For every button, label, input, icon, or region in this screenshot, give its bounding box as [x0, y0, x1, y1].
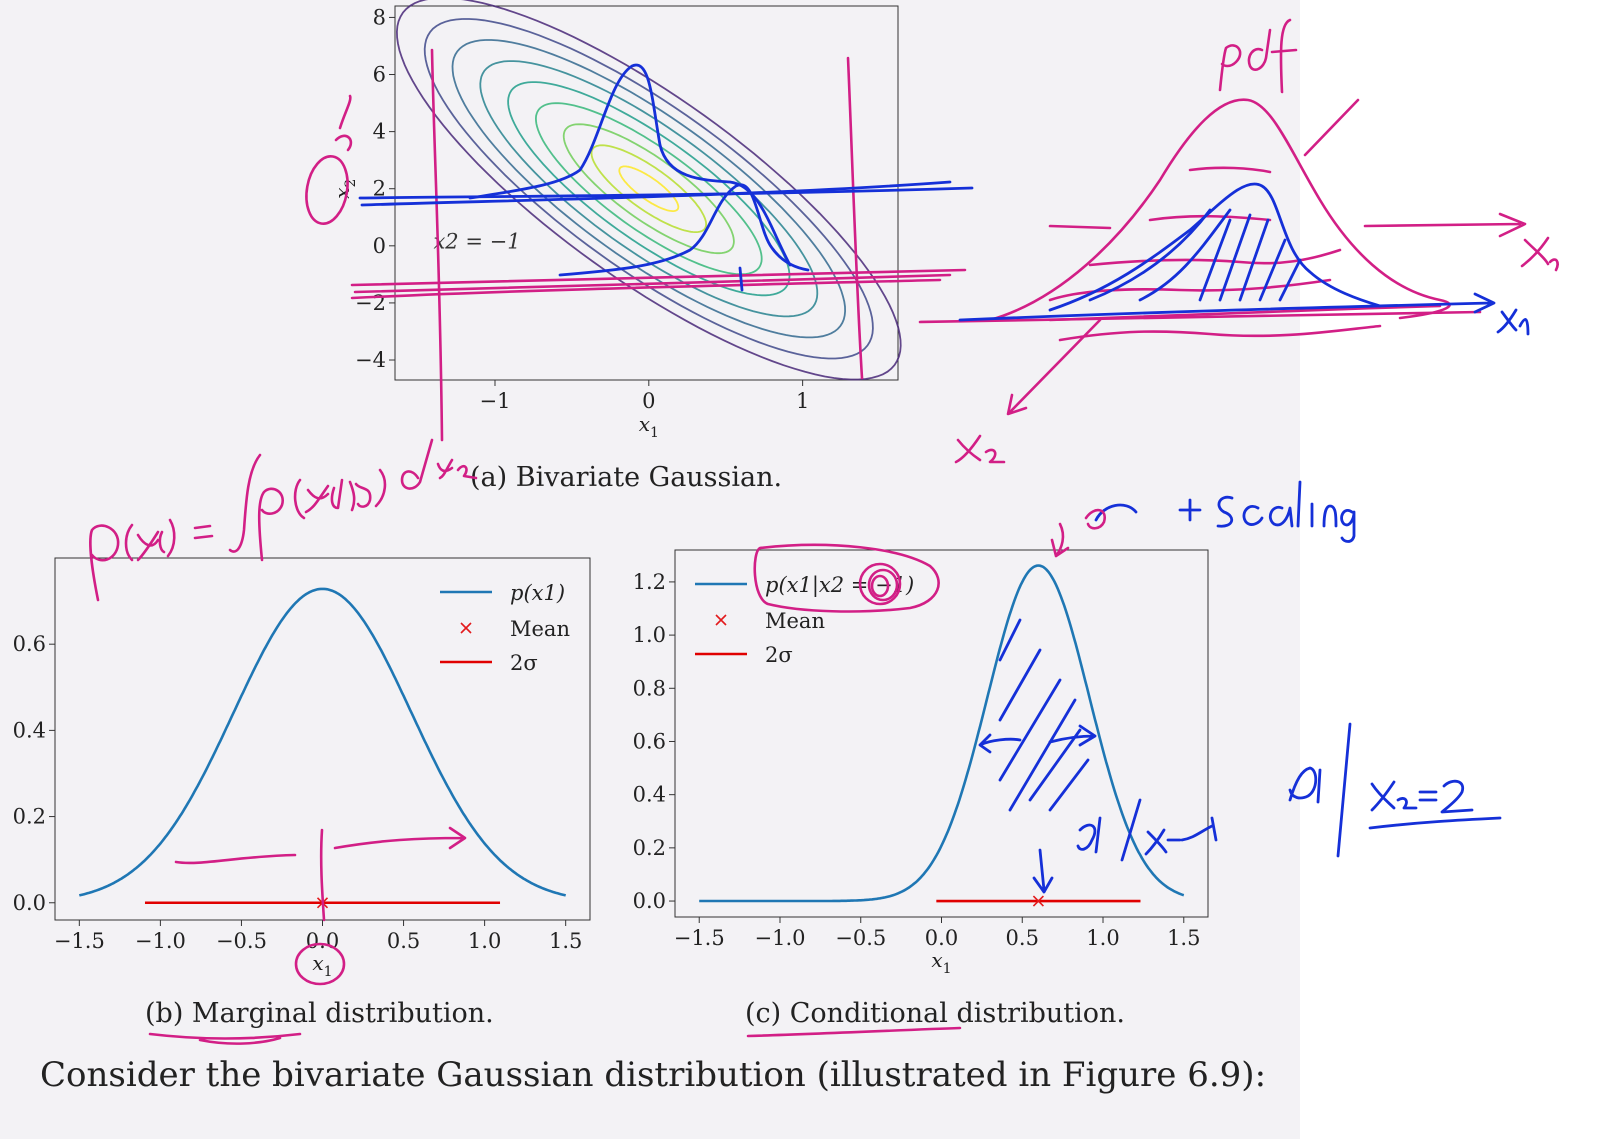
legend-mean-swatch: [460, 622, 472, 634]
density-curve: [78, 587, 567, 897]
x-tick-label: 0.0: [925, 926, 958, 950]
y-tick-label: 1.2: [633, 570, 666, 594]
conditional-distribution-chart: −1.5 −1.0 −0.5 0.0 0.5 1.0 1.5 0.0 0.2 0.4 0.6 0.8 1…: [633, 549, 1209, 977]
y-tick-label: 6: [373, 63, 386, 87]
x-tick-label: 0.0: [306, 929, 339, 953]
y-tick-label: 8: [373, 5, 386, 29]
legend-curve-label: p(x1): [510, 581, 565, 605]
x-tick-label: 1: [796, 389, 809, 413]
x-tick-label: 0.5: [1006, 926, 1039, 950]
x-tick-label: 1.0: [1086, 926, 1119, 950]
x-tick-label: −0.5: [216, 929, 267, 953]
legend-sigma-label: 2σ: [510, 651, 538, 675]
y-axis-label: x2: [330, 179, 359, 199]
y-tick-label: 0.2: [13, 805, 46, 829]
caption-c: (c) Conditional distribution.: [745, 998, 1125, 1029]
y-tick-label: 1.0: [633, 623, 666, 647]
marginal-distribution-chart: −1.5 −1.0 −0.5 0.0 0.5 1.0 1.5 0.0 0.2 0.4 0.6 x1 p(…: [13, 557, 591, 980]
x-tick-label: −1: [480, 389, 511, 413]
x-tick-label: 0.5: [387, 929, 420, 953]
slice-annotation: x2 = −1: [433, 230, 520, 254]
y-tick-label: 0.6: [13, 632, 46, 656]
y-tick-label: 4: [373, 120, 386, 144]
y-tick-label: 2: [373, 177, 386, 201]
y-tick-label: 0.6: [633, 729, 666, 753]
y-tick-label: 0.4: [633, 783, 666, 807]
plot-area-frame: [394, 5, 899, 381]
caption-a: (a) Bivariate Gaussian.: [470, 462, 783, 493]
x-axis-label: x1: [931, 948, 951, 977]
x-tick-label: 1.0: [468, 929, 501, 953]
x-tick-label: 1.5: [549, 929, 582, 953]
x-tick-label: −1.5: [54, 929, 105, 953]
legend-sigma-label: 2σ: [765, 643, 793, 667]
legend-mean-swatch: [715, 614, 727, 626]
x-tick-label: 1.5: [1167, 926, 1200, 950]
y-tick-label: 0.0: [633, 889, 666, 913]
x-tick-label: −1.0: [754, 926, 805, 950]
legend-curve-label: p(x1|x2 = −1): [765, 573, 914, 598]
y-tick-label: 0.8: [633, 676, 666, 700]
caption-b: (b) Marginal distribution.: [145, 998, 494, 1029]
y-tick-label: 0: [373, 234, 386, 258]
x-axis-label: x1: [639, 412, 659, 441]
body-paragraph: Consider the bivariate Gaussian distribu…: [40, 1055, 1267, 1095]
y-tick-label: −2: [355, 291, 386, 315]
legend-mean-label: Mean: [765, 609, 825, 633]
y-tick-label: 0.2: [633, 836, 666, 860]
y-tick-label: 0.0: [13, 891, 46, 915]
plot-area-frame: [674, 549, 1209, 918]
y-tick-label: −4: [355, 348, 386, 372]
right-white-band: [1300, 0, 1614, 1139]
y-tick-label: 0.4: [13, 718, 46, 742]
x-axis-label: x1: [312, 951, 332, 980]
x-tick-label: 0: [642, 389, 655, 413]
density-curve: [699, 564, 1185, 903]
mean-marker: [1032, 895, 1044, 907]
legend-mean-label: Mean: [510, 617, 570, 641]
x-tick-label: −0.5: [835, 926, 886, 950]
plot-area-frame: [54, 557, 591, 921]
x-tick-label: −1.5: [674, 926, 725, 950]
bivariate-gaussian-contour-chart: −1 0 1 −4 −2 0 2 4 6 8 x1 x2 x2 = −1: [330, 0, 902, 441]
x-tick-label: −1.0: [135, 929, 186, 953]
